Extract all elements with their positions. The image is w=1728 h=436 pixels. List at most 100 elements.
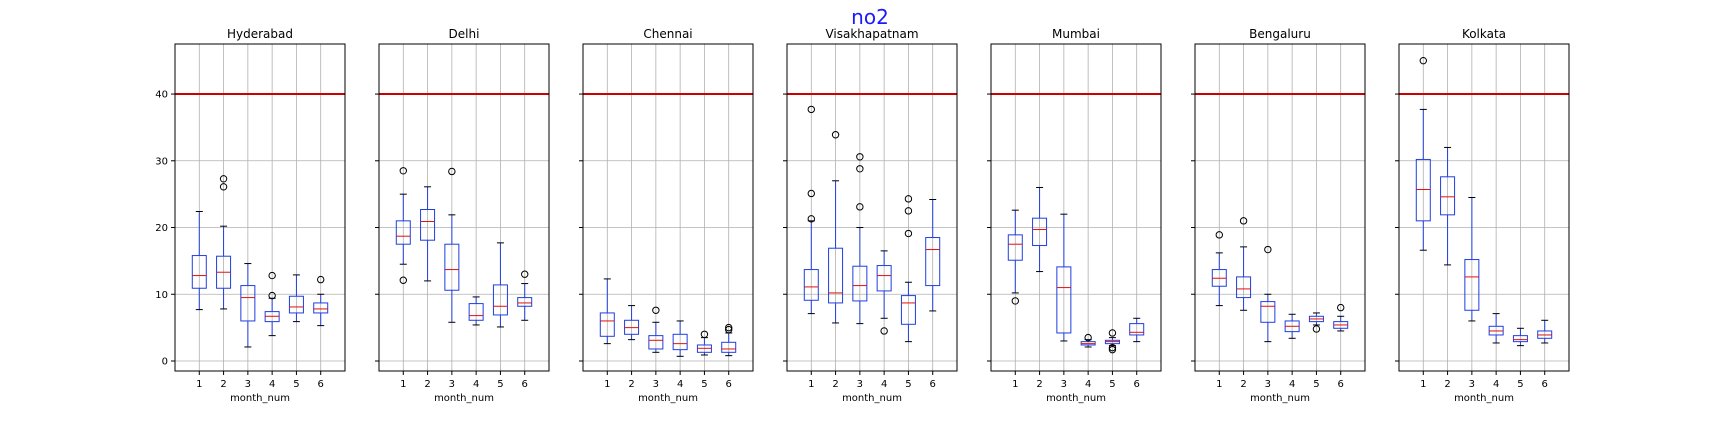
y-tick-label: 10 — [155, 290, 168, 301]
x-tick-label: 5 — [1313, 379, 1319, 390]
box-month-4 — [1080, 333, 1096, 348]
iqr-box — [517, 297, 533, 307]
x-tick-label: 3 — [653, 379, 659, 390]
box-month-6 — [1129, 317, 1145, 343]
outlier-point — [880, 327, 888, 335]
box-month-5 — [1512, 327, 1528, 347]
panel-mumbai: Mumbai 1 2 3 4 5 6 month_num — [987, 27, 1162, 404]
x-tick-label: 1 — [196, 379, 202, 390]
box-month-1 — [803, 105, 819, 315]
iqr-box — [1415, 158, 1431, 222]
box-month-4 — [264, 271, 280, 337]
x-tick-label: 4 — [677, 379, 683, 390]
iqr-box — [925, 237, 941, 287]
panel-visakhapatnam: Visakhapatnam 1 2 3 4 5 6 month_num — [783, 27, 958, 404]
box-month-5 — [288, 274, 304, 323]
panel-title: Mumbai — [1052, 27, 1100, 41]
iqr-box — [1129, 323, 1145, 336]
x-tick-label: 5 — [701, 379, 707, 390]
iqr-box — [1007, 234, 1023, 261]
iqr-box — [1260, 301, 1276, 323]
x-tick-label: 6 — [1542, 379, 1548, 390]
outlier-point — [219, 175, 228, 183]
iqr-box — [1032, 217, 1048, 247]
x-tick-label: 1 — [604, 379, 610, 390]
outlier-point — [448, 167, 456, 176]
outlier-point — [1215, 231, 1223, 239]
x-tick-label: 3 — [1265, 379, 1271, 390]
box-month-3 — [852, 153, 868, 325]
x-axis-label: month_num — [1454, 393, 1514, 404]
x-axis-label: month_num — [1046, 393, 1106, 404]
outlier-point — [904, 195, 913, 203]
outlier-point — [1108, 345, 1117, 354]
iqr-box — [468, 303, 484, 321]
box-month-4 — [672, 320, 688, 357]
box-month-4 — [468, 296, 484, 326]
outlier-point — [1084, 333, 1092, 342]
y-tick-label: 0 — [162, 356, 168, 367]
box-month-1 — [191, 211, 207, 311]
outlier-point — [268, 271, 276, 280]
box-month-1 — [395, 167, 411, 284]
x-axis-label: month_num — [434, 393, 494, 404]
box-month-3 — [1056, 213, 1072, 342]
box-month-3 — [1260, 245, 1276, 343]
outlier-point — [268, 291, 276, 300]
outlier-point — [1108, 343, 1117, 352]
outlier-point — [1312, 325, 1321, 333]
x-tick-label: 5 — [1109, 379, 1115, 390]
iqr-box — [803, 269, 819, 301]
outlier-point — [807, 215, 815, 223]
iqr-box — [599, 312, 615, 337]
box-month-6 — [313, 275, 329, 327]
x-tick-label: 4 — [881, 379, 887, 390]
iqr-box — [648, 335, 664, 350]
x-tick-label: 2 — [1444, 379, 1450, 390]
box-month-2 — [1236, 217, 1252, 311]
iqr-box — [1512, 335, 1528, 343]
outlier-point — [1011, 297, 1019, 305]
box-month-2 — [1440, 146, 1456, 266]
iqr-box — [1464, 259, 1480, 311]
x-tick-label: 5 — [293, 379, 299, 390]
x-tick-label: 1 — [1420, 379, 1426, 390]
box-month-5 — [492, 242, 508, 328]
axes-frame — [990, 43, 1162, 372]
box-month-4 — [876, 250, 892, 335]
outlier-point — [725, 325, 733, 334]
panel-delhi: Delhi 1 2 3 4 5 6 month_num — [375, 27, 550, 404]
iqr-box — [672, 333, 688, 351]
outlier-point — [1239, 217, 1248, 225]
x-tick-label: 2 — [628, 379, 634, 390]
box-month-5 — [1308, 312, 1324, 333]
x-tick-label: 4 — [473, 379, 479, 390]
x-tick-label: 1 — [400, 379, 406, 390]
axes-frame — [174, 43, 346, 372]
x-tick-label: 5 — [1517, 379, 1523, 390]
outlier-point — [807, 189, 815, 198]
x-axis-label: month_num — [842, 393, 902, 404]
x-tick-label: 2 — [1240, 379, 1246, 390]
panel-chennai: Chennai 1 2 3 4 5 6 month_num — [579, 27, 754, 404]
x-tick-label: 1 — [808, 379, 814, 390]
iqr-box — [1440, 176, 1456, 216]
x-tick-label: 3 — [245, 379, 251, 390]
outlier-point — [219, 183, 228, 191]
x-tick-label: 6 — [522, 379, 528, 390]
iqr-box — [444, 243, 460, 291]
outlier-point — [521, 270, 529, 278]
axes-frame — [1398, 43, 1570, 372]
box-month-6 — [721, 323, 737, 357]
iqr-box — [852, 265, 868, 302]
panel-hyderabad: Hyderabad 1 2 3 4 5 6 month_num 0 10 20 30 40 — [155, 27, 346, 404]
box-month-2 — [624, 305, 640, 341]
iqr-box — [828, 247, 844, 304]
panel-title: Delhi — [449, 27, 480, 41]
outlier-point — [904, 229, 913, 238]
x-tick-label: 3 — [1061, 379, 1067, 390]
outlier-point — [1264, 245, 1272, 254]
iqr-box — [876, 265, 892, 292]
x-tick-label: 4 — [1085, 379, 1091, 390]
